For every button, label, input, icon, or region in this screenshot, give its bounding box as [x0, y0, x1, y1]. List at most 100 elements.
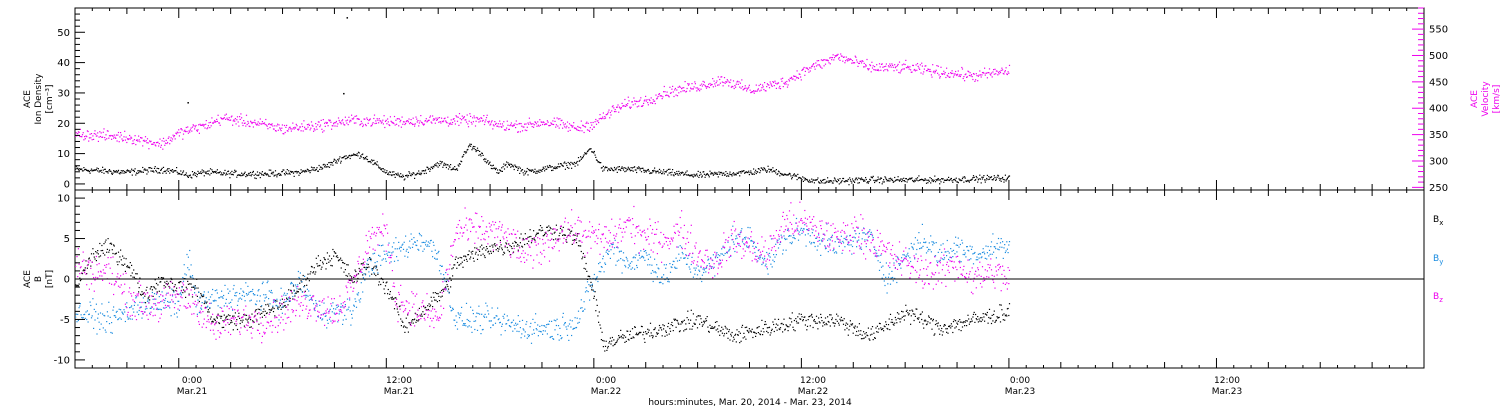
data-point — [598, 122, 600, 124]
data-point — [615, 264, 617, 266]
data-point — [808, 71, 810, 73]
data-point — [907, 314, 910, 316]
data-point — [903, 68, 905, 70]
data-point — [804, 70, 806, 72]
data-point — [909, 310, 911, 312]
data-point — [860, 62, 863, 64]
data-point — [329, 308, 331, 310]
data-point — [620, 169, 622, 172]
data-point — [138, 139, 140, 141]
data-point — [588, 284, 590, 286]
data-point — [984, 313, 986, 315]
data-point — [580, 156, 582, 158]
data-point — [313, 303, 315, 305]
data-point — [950, 72, 952, 74]
data-point — [616, 260, 618, 262]
data-point — [694, 81, 696, 83]
data-point — [439, 291, 441, 293]
data-point — [788, 317, 791, 319]
data-point — [188, 130, 190, 132]
data-point — [750, 330, 752, 332]
data-point — [409, 322, 411, 324]
data-point — [146, 300, 149, 302]
data-point — [224, 319, 226, 321]
data-point — [526, 321, 528, 323]
data-point — [306, 294, 308, 296]
data-point — [549, 124, 551, 126]
data-point — [272, 173, 274, 175]
data-point — [574, 317, 576, 319]
data-point — [144, 302, 147, 304]
data-point — [87, 130, 89, 133]
data-point — [952, 321, 955, 323]
data-point — [119, 256, 121, 258]
data-point — [218, 122, 221, 124]
data-point — [313, 130, 315, 132]
data-point — [219, 124, 221, 126]
data-point — [394, 248, 396, 250]
data-point — [611, 244, 613, 246]
data-point — [221, 172, 223, 174]
data-point — [871, 177, 874, 179]
data-point — [345, 274, 347, 277]
data-point — [929, 177, 931, 179]
data-point — [131, 143, 133, 145]
data-point — [625, 336, 627, 338]
data-point — [620, 329, 622, 331]
data-point — [826, 180, 828, 182]
data-point — [709, 82, 711, 85]
data-point — [538, 169, 540, 171]
data-point — [822, 179, 824, 181]
data-point — [190, 176, 192, 178]
data-point — [799, 318, 801, 320]
data-point — [386, 253, 388, 255]
data-point — [647, 102, 649, 104]
data-point — [149, 288, 151, 290]
data-point — [281, 298, 283, 300]
data-point — [601, 117, 603, 120]
data-point — [962, 322, 964, 324]
data-point — [570, 326, 572, 328]
data-point — [561, 164, 563, 166]
data-point — [172, 134, 174, 136]
data-point — [492, 124, 494, 126]
data-point — [705, 320, 708, 322]
data-point — [572, 239, 574, 241]
data-point — [953, 74, 955, 76]
data-point — [122, 264, 124, 266]
data-point — [414, 241, 416, 243]
data-point — [976, 319, 978, 321]
data-point — [391, 174, 393, 177]
data-point — [452, 307, 454, 309]
data-point — [391, 252, 393, 254]
data-point — [113, 134, 115, 136]
data-point — [328, 318, 331, 320]
data-point — [629, 334, 631, 336]
data-point — [543, 234, 545, 237]
data-point — [684, 329, 686, 331]
data-point — [790, 175, 792, 177]
data-point — [942, 331, 944, 333]
data-point — [863, 66, 865, 68]
data-point — [679, 174, 681, 176]
data-point — [675, 326, 677, 328]
data-point — [825, 181, 827, 183]
data-point — [678, 323, 680, 325]
data-point — [297, 128, 299, 130]
data-point — [413, 172, 415, 174]
data-point — [831, 57, 833, 59]
data-point — [892, 181, 894, 183]
data-point — [802, 68, 804, 70]
data-point — [198, 312, 200, 314]
data-point — [324, 166, 326, 168]
data-point — [265, 304, 267, 306]
data-point — [456, 169, 459, 171]
data-point — [409, 172, 411, 174]
data-point — [470, 145, 472, 147]
data-point — [86, 169, 88, 171]
data-point — [401, 320, 403, 322]
data-point — [613, 170, 615, 172]
data-point — [243, 325, 245, 327]
data-point — [712, 327, 714, 329]
data-point — [133, 269, 135, 271]
